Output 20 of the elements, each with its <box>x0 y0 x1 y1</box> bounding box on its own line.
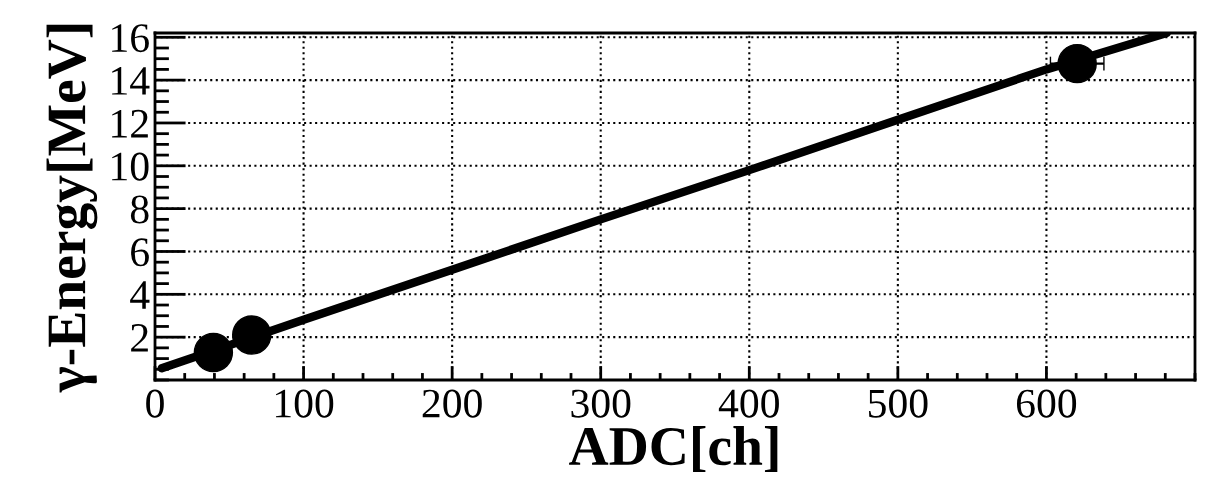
x-tick-label: 600 <box>1016 389 1077 418</box>
x-tick-label: 100 <box>275 389 334 418</box>
y-tick-label: 12 <box>112 109 148 138</box>
y-tick-label: 14 <box>112 67 150 95</box>
point <box>1057 43 1097 84</box>
point <box>193 332 234 373</box>
x-tick-label: 200 <box>422 389 482 418</box>
y-tick-label: 16 <box>112 24 149 53</box>
y-axis-title: γ-Energy[MeV] <box>46 24 98 393</box>
y-tick-label: 8 <box>130 195 149 224</box>
y-tick-label: 10 <box>112 152 149 181</box>
x-tick-label: 500 <box>869 389 928 418</box>
y-tick-label: 6 <box>131 238 149 267</box>
y-tick-label: 2 <box>131 324 148 352</box>
x-tick-label: 0 <box>146 389 164 418</box>
y-tick-label: 4 <box>130 281 150 309</box>
x-tick-label: 300 <box>571 389 631 418</box>
x-tick-label: 400 <box>718 389 779 418</box>
x-axis-title: ADC[ch] <box>569 426 778 473</box>
point <box>232 315 272 355</box>
